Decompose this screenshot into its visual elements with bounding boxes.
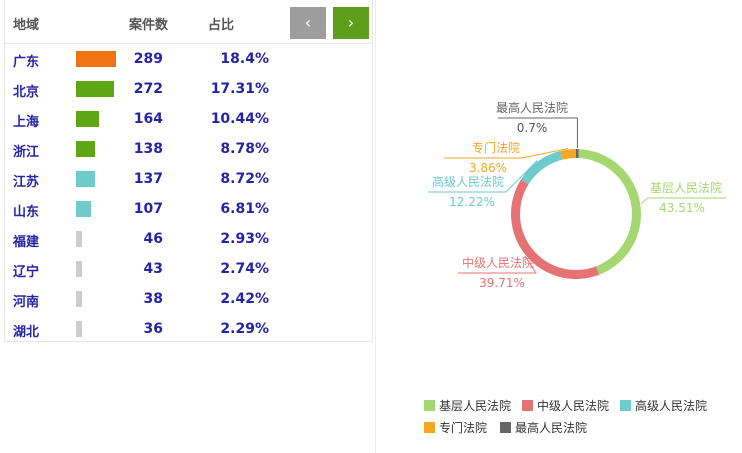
row-share: 17.31%: [210, 81, 269, 97]
table-row: 江苏 137 8.72%: [5, 164, 372, 194]
table-row: 福建 46 2.93%: [5, 224, 372, 254]
table-row: 浙江 138 8.78%: [5, 134, 372, 164]
slice-label-name: 中级人民法院: [462, 255, 534, 270]
court-level-donut-chart: 基层人民法院 43.51% 中级人民法院 39.71% 高级人民法院 12.22% 专门法院…: [428, 100, 726, 290]
row-count: 137: [133, 171, 163, 187]
label-leader-line: [498, 117, 578, 149]
legend-item[interactable]: 最高人民法院: [500, 419, 587, 436]
donut-slice[interactable]: [576, 149, 579, 159]
region-ranking-table: 地域 案件数 占比 ‹ › 广东 289 18.4% 北京 272 17.31% 上海 164…: [4, 0, 373, 342]
table-header: 地域 案件数 占比 ‹ ›: [5, 0, 372, 44]
row-share: 2.93%: [220, 231, 269, 247]
legend-swatch: [424, 422, 435, 433]
slice-label-percent: 39.71%: [479, 276, 525, 290]
row-share: 18.4%: [220, 51, 269, 67]
header-share: 占比: [208, 18, 235, 33]
legend-item[interactable]: 高级人民法院: [620, 397, 707, 414]
legend-item[interactable]: 专门法院: [424, 419, 487, 436]
table-row: 北京 272 17.31%: [5, 74, 372, 104]
slice-label-name: 基层人民法院: [650, 181, 722, 195]
row-count: 46: [143, 231, 163, 247]
row-count: 164: [133, 111, 163, 127]
table-row: 河南 38 2.42%: [5, 284, 372, 314]
row-region: 北京: [13, 85, 40, 100]
row-region: 河南: [13, 295, 40, 310]
table-row: 广东 289 18.4%: [5, 44, 372, 74]
row-share: 8.72%: [220, 171, 269, 187]
label-leader-line: [640, 197, 726, 204]
legend-item[interactable]: 基层人民法院: [424, 397, 511, 414]
row-bar: [76, 231, 82, 247]
row-count: 38: [143, 291, 163, 307]
row-bar: [76, 141, 95, 157]
legend-swatch: [620, 400, 631, 411]
row-region: 湖北: [13, 325, 40, 340]
row-bar: [76, 261, 82, 277]
table-row: 辽宁 43 2.74%: [5, 254, 372, 284]
row-share: 10.44%: [210, 111, 269, 127]
chevron-right-icon: ›: [347, 13, 355, 32]
donut-slice[interactable]: [520, 150, 563, 185]
donut-slice[interactable]: [560, 149, 576, 160]
prev-page-button[interactable]: ‹: [290, 7, 326, 39]
row-share: 2.74%: [220, 261, 269, 277]
chevron-left-icon: ‹: [304, 13, 312, 32]
legend-swatch: [500, 422, 511, 433]
row-count: 107: [133, 201, 163, 217]
legend-label: 高级人民法院: [635, 399, 708, 413]
table-row: 上海 164 10.44%: [5, 104, 372, 134]
donut-slice[interactable]: [511, 179, 600, 279]
row-region: 浙江: [13, 145, 40, 160]
row-bar: [76, 111, 99, 127]
legend-label: 基层人民法院: [439, 399, 512, 413]
slice-label-name: 最高人民法院: [496, 100, 568, 115]
row-bar: [76, 291, 82, 307]
row-region: 山东: [13, 205, 40, 220]
label-leader-line: [428, 160, 538, 193]
row-region: 上海: [13, 115, 40, 130]
row-region: 辽宁: [13, 265, 40, 280]
panel-divider: [375, 0, 376, 453]
row-region: 福建: [13, 235, 40, 250]
row-share: 2.29%: [220, 321, 269, 337]
row-share: 6.81%: [220, 201, 269, 217]
slice-label-percent: 12.22%: [449, 195, 495, 209]
slice-label-percent: 43.51%: [659, 201, 705, 215]
legend-label: 中级人民法院: [537, 399, 610, 413]
row-count: 43: [143, 261, 163, 277]
legend-swatch: [424, 400, 435, 411]
header-region: 地域: [13, 18, 40, 33]
row-bar: [76, 51, 116, 67]
slice-label-name: 专门法院: [472, 140, 520, 155]
row-share: 2.42%: [220, 291, 269, 307]
legend-label: 专门法院: [439, 421, 488, 435]
row-bar: [76, 81, 114, 97]
next-page-button[interactable]: ›: [333, 7, 369, 39]
header-count: 案件数: [129, 18, 169, 33]
table-row: 湖北 36 2.29%: [5, 314, 372, 344]
label-leader-line: [444, 147, 569, 159]
slice-label-percent: 3.86%: [469, 161, 507, 175]
row-region: 广东: [13, 55, 40, 70]
row-count: 36: [143, 321, 163, 337]
row-share: 8.78%: [220, 141, 269, 157]
row-count: 272: [133, 81, 163, 97]
row-count: 138: [133, 141, 163, 157]
slice-label-name: 高级人民法院: [432, 174, 504, 189]
label-leader-line: [458, 255, 537, 274]
row-bar: [76, 171, 95, 187]
row-region: 江苏: [13, 175, 40, 190]
slice-label-percent: 0.7%: [517, 121, 548, 135]
legend-swatch: [522, 400, 533, 411]
row-count: 289: [133, 51, 163, 67]
legend-item[interactable]: 中级人民法院: [522, 397, 609, 414]
legend-label: 最高人民法院: [515, 421, 588, 435]
row-bar: [76, 321, 82, 337]
donut-slice[interactable]: [578, 149, 641, 275]
table-row: 山东 107 6.81%: [5, 194, 372, 224]
row-bar: [76, 201, 91, 217]
